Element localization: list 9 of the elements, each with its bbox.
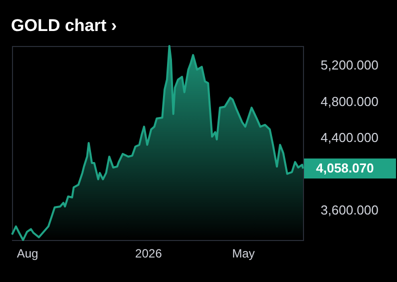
- y-tick-label: 5,200.000: [320, 58, 378, 73]
- annotation: 4,058.070: [316, 160, 374, 176]
- y-tick-label: 4,400.000: [320, 130, 378, 146]
- chart-title: GOLD chart ›: [11, 16, 117, 35]
- y-tick-label: 4,800.000: [320, 94, 378, 109]
- x-tick-label: 2026: [135, 246, 162, 260]
- y-tick-label: 3,600.000: [320, 202, 378, 218]
- x-tick-label: Aug: [16, 246, 38, 260]
- x-tick-label: May: [232, 246, 255, 260]
